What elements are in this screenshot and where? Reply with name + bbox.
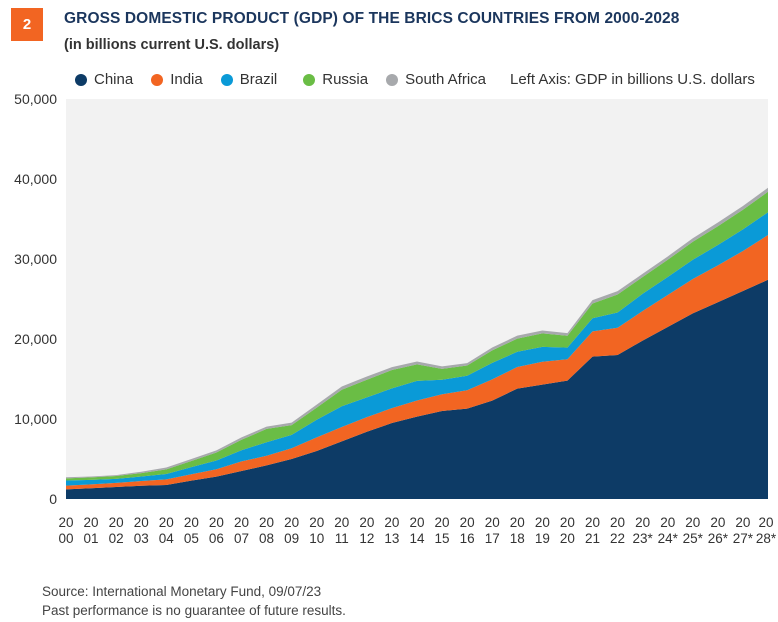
legend-marker-brazil (220, 73, 233, 86)
y-tick-label: 50,000 (14, 91, 57, 107)
x-tick-label: 20 00 (58, 515, 73, 546)
source-note: Source: International Monetary Fund, 09/… (42, 584, 322, 599)
x-tick-label: 20 16 (460, 515, 475, 546)
x-tick-label: 20 09 (284, 515, 299, 546)
x-axis: 20 00 20 01 20 02 20 03 20 04 20 05 20 06 20 07 20 08 20 09… (58, 515, 776, 546)
x-tick-label: 20 06 (209, 515, 224, 546)
chart-footer: Source: International Monetary Fund, 09/… (42, 582, 346, 620)
x-tick-label: 20 22 (610, 515, 625, 546)
x-tick-label: 20 04 (159, 515, 175, 546)
legend-label-brazil: Brazil (239, 71, 278, 88)
x-tick-label: 20 23* (633, 515, 654, 546)
legend-label-south-africa: South Africa (405, 71, 486, 88)
legend-marker-china (75, 73, 87, 86)
y-tick-label: 0 (49, 491, 57, 507)
x-tick-label: 20 08 (259, 515, 274, 546)
legend-item-south-africa: South Africa (386, 71, 486, 88)
x-tick-label: 20 05 (184, 515, 199, 546)
x-tick-label: 20 02 (109, 515, 124, 546)
x-tick-label: 20 07 (234, 515, 249, 546)
figure-number-badge: 2 (11, 8, 43, 41)
x-tick-label: 20 27* (733, 515, 754, 546)
y-tick-label: 40,000 (14, 171, 57, 187)
x-tick-label: 20 25* (683, 515, 704, 546)
x-tick-label: 20 20 (560, 515, 575, 546)
legend-item-russia: Russia (303, 71, 368, 88)
x-tick-label: 20 26* (708, 515, 729, 546)
x-tick-label: 20 19 (535, 515, 550, 546)
y-tick-label: 10,000 (14, 411, 57, 427)
x-tick-label: 20 10 (309, 515, 324, 546)
x-tick-label: 20 03 (134, 515, 149, 546)
legend-marker-russia (303, 73, 316, 86)
x-tick-label: 20 24* (658, 515, 679, 546)
area-china (66, 279, 768, 499)
legend-label-china: China (94, 71, 134, 88)
legend-item-china: China (75, 71, 133, 88)
legend-marker-south-africa (386, 73, 399, 86)
legend-label-russia: Russia (322, 71, 369, 88)
legend-axis-note: Left Axis: GDP in billions U.S. dollars (510, 71, 755, 88)
y-axis: 0 10,000 20,000 30,000 40,000 50,000 (14, 91, 57, 507)
legend-marker-india (151, 73, 164, 86)
x-tick-label: 20 17 (485, 515, 500, 546)
x-tick-label: 20 11 (334, 515, 349, 546)
area-series-group (66, 187, 768, 499)
legend-item-brazil: Brazil (220, 71, 278, 88)
chart-legend: China India Brazil Russia South Africa L… (75, 71, 755, 88)
x-tick-label: 20 21 (585, 515, 600, 546)
x-tick-label: 20 01 (84, 515, 99, 546)
legend-item-india: India (151, 71, 203, 88)
x-tick-label: 20 14 (409, 515, 425, 546)
x-tick-label: 20 15 (435, 515, 450, 546)
x-tick-label: 20 12 (359, 515, 374, 546)
chart-title: GROSS DOMESTIC PRODUCT (GDP) OF THE BRIC… (64, 10, 680, 27)
y-tick-label: 30,000 (14, 251, 57, 267)
legend-label-india: India (170, 71, 203, 88)
x-tick-label: 20 13 (384, 515, 399, 546)
chart-subtitle: (in billions current U.S. dollars) (64, 37, 280, 53)
x-tick-label: 20 18 (510, 515, 525, 546)
disclaimer-note: Past performance is no guarantee of futu… (42, 603, 346, 618)
x-tick-label: 20 28* (756, 515, 777, 546)
y-tick-label: 20,000 (14, 331, 57, 347)
